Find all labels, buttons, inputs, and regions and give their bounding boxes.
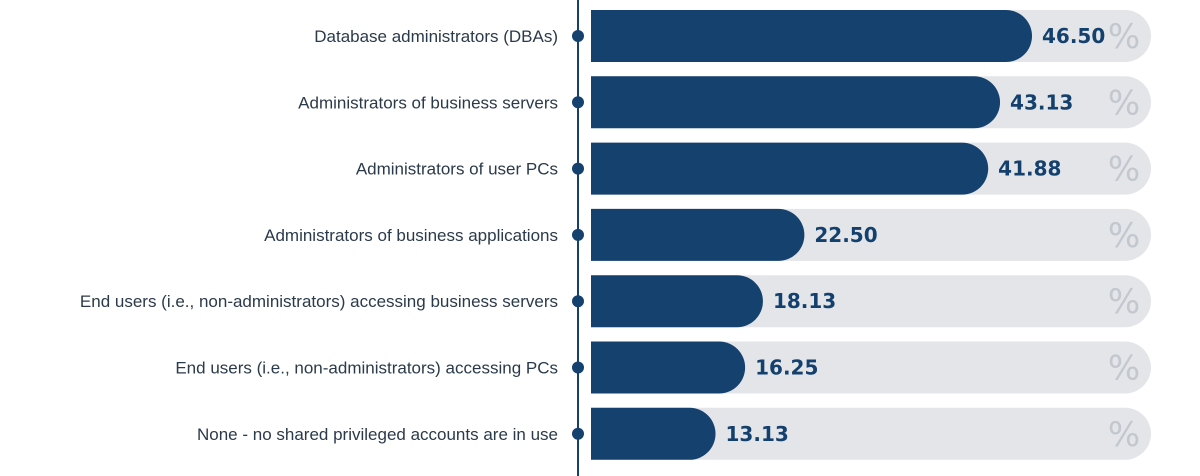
percent-symbol: % bbox=[1108, 216, 1140, 256]
value-labels: 46.50 43.13 41.88 22.50 18.13 16.25 13.13 bbox=[726, 24, 1106, 446]
bar-track bbox=[591, 407, 1152, 460]
category-labels: Database administrators (DBAs) Administra… bbox=[80, 27, 558, 444]
value-label: 43.13 bbox=[1010, 90, 1073, 114]
axis-marker-dot bbox=[572, 30, 584, 42]
category-label: Database administrators (DBAs) bbox=[314, 27, 558, 46]
value-label: 22.50 bbox=[814, 223, 877, 247]
percent-symbol: % bbox=[1108, 150, 1140, 190]
category-label: None - no shared privileged accounts are… bbox=[197, 425, 558, 444]
value-label: 16.25 bbox=[755, 356, 818, 380]
category-label: Administrators of business applications bbox=[264, 226, 558, 245]
axis-marker-dot bbox=[572, 295, 584, 308]
percent-symbol: % bbox=[1108, 17, 1140, 57]
axis-marker-dot bbox=[572, 96, 584, 109]
axis-marker-dot bbox=[572, 361, 584, 374]
category-label: Administrators of business servers bbox=[298, 93, 558, 112]
axis-marker-dot bbox=[572, 162, 584, 175]
category-label: End users (i.e., non-administrators) acc… bbox=[175, 359, 558, 378]
value-label: 46.50 bbox=[1042, 24, 1105, 48]
percent-symbol: % bbox=[1108, 282, 1140, 322]
bar bbox=[591, 275, 763, 328]
category-label: Administrators of user PCs bbox=[356, 160, 558, 179]
axis-marker-dot bbox=[572, 427, 584, 440]
bar bbox=[591, 142, 989, 195]
bar bbox=[591, 76, 1001, 129]
bar bbox=[591, 208, 805, 261]
value-label: 41.88 bbox=[998, 157, 1061, 181]
value-label: 13.13 bbox=[726, 422, 789, 446]
axis-markers bbox=[572, 30, 584, 440]
axis-marker-dot bbox=[572, 228, 584, 241]
percent-symbol: % bbox=[1108, 349, 1140, 389]
bar bbox=[591, 341, 746, 394]
bars bbox=[591, 10, 1032, 460]
percent-symbols: %%%%%%% bbox=[1108, 17, 1140, 455]
category-label: End users (i.e., non-administrators) acc… bbox=[80, 292, 558, 311]
bar bbox=[591, 407, 716, 460]
percent-symbol: % bbox=[1108, 83, 1140, 123]
percent-symbol: % bbox=[1108, 415, 1140, 455]
bar bbox=[591, 10, 1032, 62]
value-label: 18.13 bbox=[773, 289, 836, 313]
